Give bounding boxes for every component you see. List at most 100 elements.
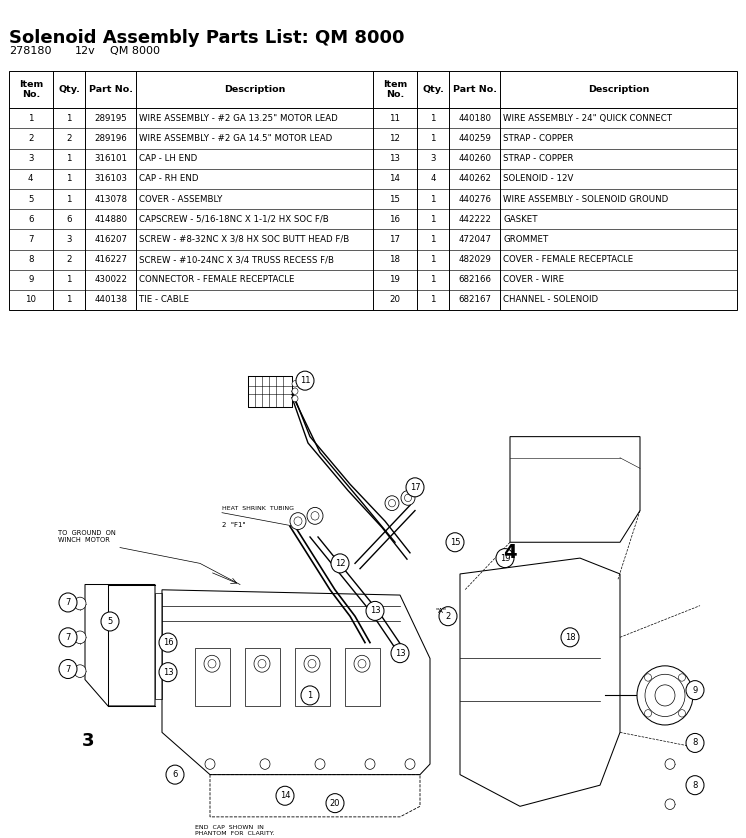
Text: 7: 7 bbox=[28, 235, 34, 244]
Circle shape bbox=[326, 794, 344, 813]
Text: 18: 18 bbox=[389, 255, 401, 264]
Text: 13: 13 bbox=[395, 649, 405, 658]
Text: Qty.: Qty. bbox=[422, 85, 444, 94]
Text: 289196: 289196 bbox=[95, 134, 128, 143]
Text: 414880: 414880 bbox=[95, 215, 128, 224]
Circle shape bbox=[292, 396, 298, 401]
Text: SCREW - #8-32NC X 3/8 HX SOC BUTT HEAD F/B: SCREW - #8-32NC X 3/8 HX SOC BUTT HEAD F… bbox=[140, 235, 350, 244]
Circle shape bbox=[315, 758, 325, 769]
Text: 17: 17 bbox=[410, 483, 420, 492]
Text: 12: 12 bbox=[335, 559, 345, 568]
Bar bbox=[295, 648, 330, 706]
Text: 1: 1 bbox=[307, 691, 313, 700]
Text: 2: 2 bbox=[445, 612, 451, 621]
Circle shape bbox=[254, 655, 270, 672]
Text: 16: 16 bbox=[389, 215, 401, 224]
Circle shape bbox=[208, 660, 216, 668]
Text: HEAT  SHRINK  TUBING: HEAT SHRINK TUBING bbox=[222, 506, 294, 511]
Text: 4: 4 bbox=[504, 543, 517, 562]
Text: 1: 1 bbox=[430, 215, 436, 224]
Circle shape bbox=[296, 371, 314, 391]
Text: CAP - RH END: CAP - RH END bbox=[140, 174, 198, 184]
Circle shape bbox=[311, 512, 319, 520]
Circle shape bbox=[391, 644, 409, 663]
Circle shape bbox=[331, 554, 349, 573]
Circle shape bbox=[358, 660, 366, 668]
Circle shape bbox=[258, 660, 266, 668]
Text: 20: 20 bbox=[330, 799, 340, 808]
Text: 4: 4 bbox=[430, 174, 436, 184]
Circle shape bbox=[74, 597, 86, 610]
Circle shape bbox=[561, 628, 579, 647]
Text: 442222: 442222 bbox=[459, 215, 492, 224]
Text: 13: 13 bbox=[163, 668, 173, 676]
Text: 289195: 289195 bbox=[95, 114, 128, 123]
Text: WIRE ASSEMBLY - #2 GA 13.25" MOTOR LEAD: WIRE ASSEMBLY - #2 GA 13.25" MOTOR LEAD bbox=[140, 114, 338, 123]
Circle shape bbox=[308, 660, 316, 668]
Text: Item
No.: Item No. bbox=[19, 80, 43, 100]
Text: 1: 1 bbox=[430, 296, 436, 304]
Text: 13: 13 bbox=[370, 607, 380, 615]
Text: TO  GROUND  ON
WINCH  MOTOR: TO GROUND ON WINCH MOTOR bbox=[58, 530, 116, 544]
Circle shape bbox=[405, 758, 415, 769]
Circle shape bbox=[404, 494, 412, 502]
Text: 1: 1 bbox=[66, 174, 72, 184]
Circle shape bbox=[204, 655, 220, 672]
Text: 3: 3 bbox=[28, 154, 34, 163]
Circle shape bbox=[292, 388, 298, 395]
Text: COVER - ASSEMBLY: COVER - ASSEMBLY bbox=[140, 194, 222, 204]
Text: 413078: 413078 bbox=[95, 194, 128, 204]
Circle shape bbox=[446, 533, 464, 551]
Text: 9: 9 bbox=[28, 276, 34, 284]
Circle shape bbox=[59, 660, 77, 679]
Circle shape bbox=[637, 666, 693, 725]
Bar bbox=[245, 648, 280, 706]
Circle shape bbox=[307, 507, 323, 525]
Circle shape bbox=[354, 655, 370, 672]
Text: 6: 6 bbox=[28, 215, 34, 224]
Text: Item
No.: Item No. bbox=[383, 80, 407, 100]
Text: CAP - LH END: CAP - LH END bbox=[140, 154, 198, 163]
Text: 1: 1 bbox=[430, 114, 436, 123]
Text: 416227: 416227 bbox=[95, 255, 128, 264]
Text: 8: 8 bbox=[692, 738, 698, 747]
Circle shape bbox=[686, 776, 704, 794]
Text: 1: 1 bbox=[430, 235, 436, 244]
Text: 11: 11 bbox=[389, 114, 401, 123]
Text: 9: 9 bbox=[692, 685, 698, 695]
Text: 416207: 416207 bbox=[95, 235, 128, 244]
Text: 440259: 440259 bbox=[459, 134, 492, 143]
Text: 1: 1 bbox=[430, 255, 436, 264]
Text: 5: 5 bbox=[107, 617, 113, 626]
Text: 440276: 440276 bbox=[459, 194, 492, 204]
Text: 1: 1 bbox=[66, 296, 72, 304]
Text: 6: 6 bbox=[172, 770, 178, 779]
Text: 8: 8 bbox=[692, 781, 698, 789]
Text: 1: 1 bbox=[430, 276, 436, 284]
Text: 14: 14 bbox=[280, 791, 290, 800]
Circle shape bbox=[365, 758, 375, 769]
Text: 18: 18 bbox=[565, 633, 575, 642]
Circle shape bbox=[665, 799, 675, 810]
Text: SOLENOID - 12V: SOLENOID - 12V bbox=[504, 174, 574, 184]
Circle shape bbox=[292, 380, 298, 387]
Text: 3: 3 bbox=[66, 235, 72, 244]
Text: 440138: 440138 bbox=[95, 296, 128, 304]
Circle shape bbox=[655, 685, 675, 706]
Text: 13: 13 bbox=[389, 154, 401, 163]
Text: STRAP - COPPER: STRAP - COPPER bbox=[504, 134, 574, 143]
Circle shape bbox=[678, 710, 686, 717]
Circle shape bbox=[290, 513, 306, 530]
Text: 482029: 482029 bbox=[459, 255, 492, 264]
Text: 11: 11 bbox=[300, 376, 310, 385]
Text: 2: 2 bbox=[66, 255, 72, 264]
Circle shape bbox=[276, 786, 294, 805]
Circle shape bbox=[406, 478, 424, 497]
Circle shape bbox=[294, 517, 302, 525]
Text: 5: 5 bbox=[28, 194, 34, 204]
Text: 7: 7 bbox=[66, 665, 71, 674]
Circle shape bbox=[59, 628, 77, 647]
Text: WIRE ASSEMBLY - SOLENOID GROUND: WIRE ASSEMBLY - SOLENOID GROUND bbox=[504, 194, 668, 204]
Text: CAPSCREW - 5/16-18NC X 1-1/2 HX SOC F/B: CAPSCREW - 5/16-18NC X 1-1/2 HX SOC F/B bbox=[140, 215, 329, 224]
Text: 278180: 278180 bbox=[9, 46, 51, 56]
